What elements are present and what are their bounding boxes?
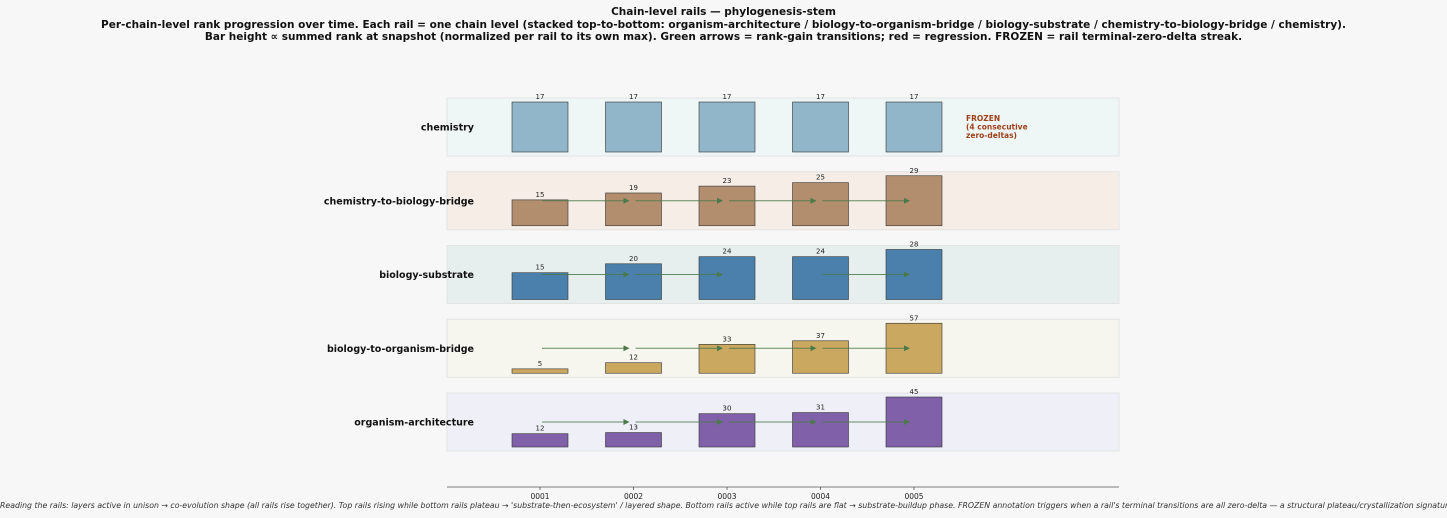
bar-biology-substrate-0001 [511, 272, 569, 300]
data-label-organism-architecture-0002: 13 [629, 424, 638, 432]
bar-biology-substrate-0002 [605, 263, 662, 300]
bar-chemistry-0005 [885, 101, 943, 153]
bar-chemistry-0004 [792, 101, 849, 153]
data-label-chemistry-0002: 17 [629, 93, 638, 101]
bar-chemistry-to-biology-bridge-0003 [698, 185, 756, 227]
frozen-annotation-line-2: (4 consecutive [966, 123, 1028, 132]
x-tick-label-0005: 0005 [904, 492, 923, 501]
x-tick-label-0001: 0001 [530, 492, 549, 501]
data-label-biology-substrate-0004: 24 [816, 248, 825, 256]
chart-subtitle-line-2: Bar height ∝ summed rank at snapshot (no… [204, 31, 1243, 43]
data-label-biology-substrate-0005: 28 [910, 241, 919, 249]
data-label-chemistry-0004: 17 [816, 93, 825, 101]
x-tick-label-0004: 0004 [811, 492, 830, 501]
bar-biology-to-organism-bridge-0002 [605, 362, 662, 374]
data-label-organism-architecture-0005: 45 [910, 388, 919, 396]
chart-subtitle-line-1: Per-chain-level rank progression over ti… [101, 18, 1346, 31]
data-label-chemistry-to-biology-bridge-0004: 25 [816, 174, 825, 182]
rail-label-chemistry-to-biology-bridge: chemistry-to-biology-bridge [324, 196, 474, 207]
bar-biology-substrate-0003 [698, 256, 756, 300]
bar-biology-to-organism-bridge-0004 [792, 340, 849, 374]
data-label-biology-to-organism-bridge-0003: 33 [723, 335, 732, 343]
data-label-organism-architecture-0003: 30 [723, 405, 732, 413]
bar-biology-substrate-0004 [792, 256, 849, 300]
bar-chemistry-to-biology-bridge-0002 [605, 192, 662, 227]
data-label-biology-substrate-0003: 24 [723, 248, 732, 256]
rail-label-chemistry: chemistry [421, 123, 475, 134]
chart-title: Chain-level rails — phylogenesis-stem [611, 6, 836, 18]
data-label-biology-substrate-0001: 15 [536, 264, 545, 272]
data-label-chemistry-to-biology-bridge-0003: 23 [723, 177, 732, 185]
bar-biology-to-organism-bridge-0001 [511, 368, 569, 374]
bar-chemistry-0003 [698, 101, 756, 153]
data-label-biology-to-organism-bridge-0002: 12 [629, 354, 638, 362]
rail-label-biology-substrate: biology-substrate [379, 270, 474, 281]
bar-organism-architecture-0003 [698, 413, 756, 448]
bar-chemistry-0001 [511, 101, 569, 153]
data-label-biology-substrate-0002: 20 [629, 255, 638, 263]
bar-biology-to-organism-bridge-0003 [698, 344, 756, 374]
x-tick-label-0003: 0003 [717, 492, 736, 501]
bar-chemistry-to-biology-bridge-0001 [511, 199, 569, 227]
rail-label-organism-architecture: organism-architecture [354, 418, 474, 429]
data-label-chemistry-to-biology-bridge-0002: 19 [629, 184, 638, 192]
data-label-biology-to-organism-bridge-0001: 5 [538, 360, 542, 368]
frozen-annotation-line-3: zero-deltas) [966, 131, 1017, 140]
data-label-chemistry-0005: 17 [910, 93, 919, 101]
frozen-annotation-line-1: FROZEN [966, 114, 1000, 123]
rail-label-biology-to-organism-bridge: biology-to-organism-bridge [327, 344, 474, 355]
data-label-biology-to-organism-bridge-0004: 37 [816, 332, 825, 340]
bar-chemistry-to-biology-bridge-0004 [792, 182, 849, 227]
data-label-organism-architecture-0004: 31 [816, 404, 825, 412]
data-label-chemistry-0001: 17 [536, 93, 545, 101]
data-label-chemistry-to-biology-bridge-0005: 29 [910, 167, 919, 175]
bar-organism-architecture-0001 [511, 433, 569, 448]
x-tick-label-0002: 0002 [624, 492, 643, 501]
bar-chemistry-0002 [605, 101, 662, 153]
data-label-chemistry-to-biology-bridge-0001: 15 [536, 191, 545, 199]
footer-note: Reading the rails: layers active in unis… [0, 501, 1447, 510]
bar-organism-architecture-0004 [792, 412, 849, 448]
data-label-chemistry-0003: 17 [723, 93, 732, 101]
data-label-organism-architecture-0001: 12 [536, 425, 545, 433]
bar-organism-architecture-0002 [605, 432, 662, 448]
data-label-biology-to-organism-bridge-0005: 57 [910, 314, 919, 322]
chart-titles: Chain-level rails — phylogenesis-stem Pe… [0, 6, 1447, 44]
